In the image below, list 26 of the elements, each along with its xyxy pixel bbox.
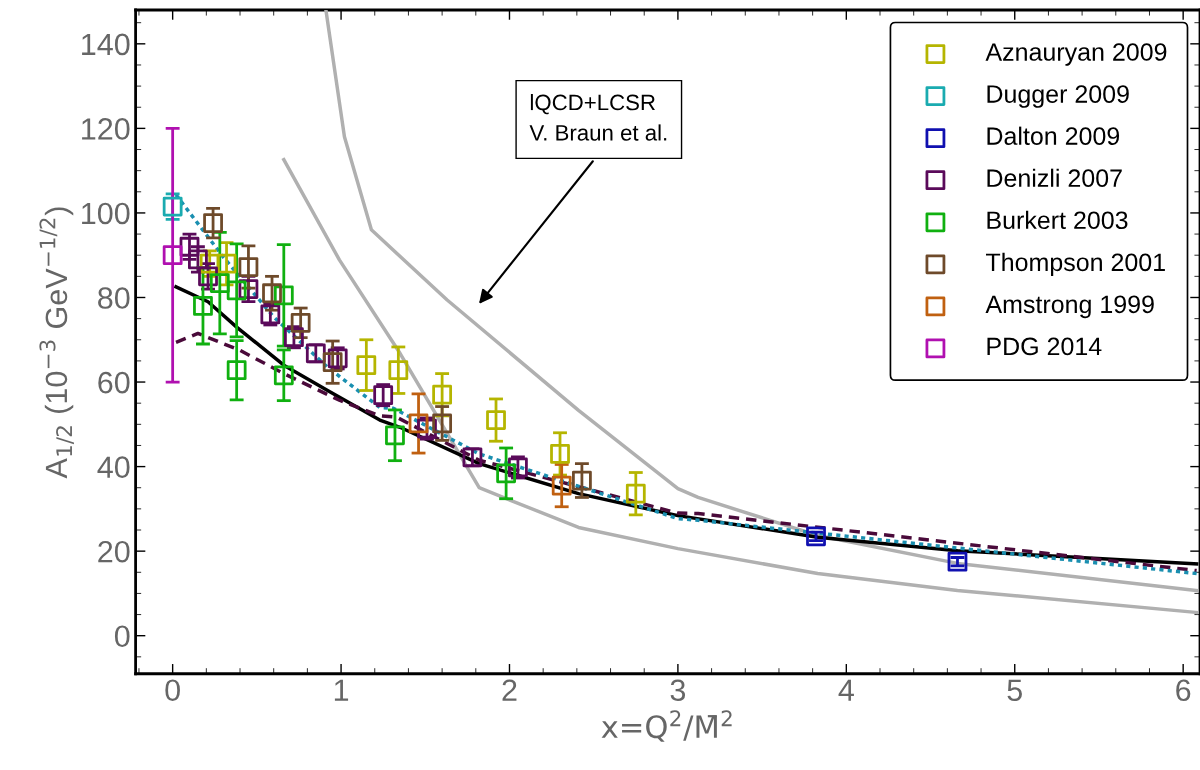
x-tick-label: 5 xyxy=(1007,679,1022,702)
x-tick-label: 1 xyxy=(334,679,349,701)
x-tick-label: 0 xyxy=(165,679,180,702)
legend-label: Burkert 2003 xyxy=(987,210,1128,230)
legend-label: PDG 2014 xyxy=(987,337,1102,356)
x-tick-label: 3 xyxy=(670,679,686,702)
y-tick-label: 120 xyxy=(82,118,130,140)
annotation: lQCD+LCSR V. Braun et al. xyxy=(529,93,667,141)
x-tick-label: 4 xyxy=(838,679,854,701)
y-tick-label: 20 xyxy=(98,540,130,563)
x-axis-title: x=Q$^{2}$/M̄$^{2}$ xyxy=(601,710,732,742)
legend-label: Amstrong 1999 xyxy=(985,295,1154,319)
y-tick-label: 80 xyxy=(98,287,130,309)
x-tick-label: 6 xyxy=(1176,679,1191,702)
y-tick-label: 100 xyxy=(82,202,130,225)
legend-label: Denizli 2007 xyxy=(987,168,1122,188)
legend-label: Dalton 2009 xyxy=(987,126,1120,145)
legend-label: Dugger 2009 xyxy=(987,85,1129,108)
y-tick-label: 0 xyxy=(114,625,130,648)
y-tick-label: 140 xyxy=(82,33,130,56)
y-tick-label: 60 xyxy=(98,371,130,394)
y-tick-label: 40 xyxy=(97,456,130,478)
legend-label: Thompson 2001 xyxy=(986,252,1165,277)
legend-label: Aznauryan 2009 xyxy=(985,43,1167,66)
y-axis-title: A$_{1/2}$ (10$^{−3}$ GeV$^{−1/2}$) xyxy=(39,207,74,479)
x-tick-label: 2 xyxy=(502,679,517,701)
